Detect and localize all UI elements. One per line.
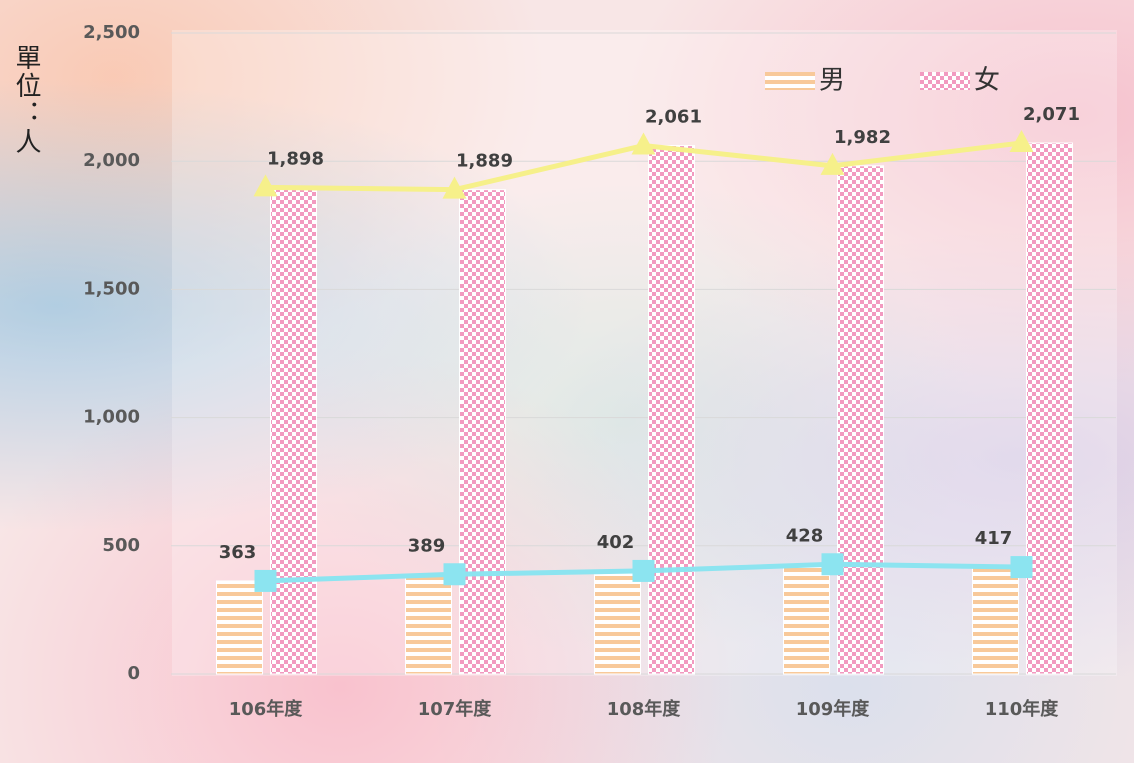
bar [270,186,317,675]
y-tick-label: 2,000 [83,150,140,171]
x-tick-label: 109年度 [796,698,871,720]
data-label: 389 [408,535,446,556]
marker [253,174,278,197]
bar [1026,142,1073,675]
bar [594,570,641,675]
bar [216,580,263,675]
bar [459,189,506,675]
bar [837,165,884,675]
data-label: 402 [597,532,635,553]
x-tick-label: 110年度 [985,698,1060,720]
marker [632,559,655,582]
data-label: 2,071 [1023,104,1080,125]
y-axis-title: 單位：人 [11,44,41,156]
legend-label: 男 [819,66,845,96]
legend-swatch [920,72,970,90]
data-label: 428 [786,525,824,546]
bar [783,563,830,675]
data-label: 1,889 [456,151,513,172]
bar [972,566,1019,675]
x-tick-label: 108年度 [607,698,682,720]
data-label: 2,061 [645,107,702,128]
y-tick-label: 2,500 [83,22,140,43]
marker [1010,556,1033,579]
y-tick-label: 500 [102,535,140,556]
y-tick-label: 0 [127,663,140,684]
marker [442,176,467,199]
data-label: 1,982 [834,127,891,148]
legend-swatch [765,72,815,90]
y-tick-label: 1,000 [83,407,140,428]
marker [821,553,844,576]
legend-label: 女 [974,66,1000,96]
data-label: 1,898 [267,148,324,169]
x-tick-label: 106年度 [229,698,304,720]
data-label: 363 [219,542,257,563]
marker [820,152,845,175]
bar [648,145,695,675]
bar [405,573,452,675]
marker [1009,129,1034,152]
x-tick-label: 107年度 [418,698,493,720]
data-label: 417 [975,528,1013,549]
marker [631,132,656,155]
y-tick-label: 1,500 [83,278,140,299]
marker [443,563,466,586]
marker [254,569,277,592]
